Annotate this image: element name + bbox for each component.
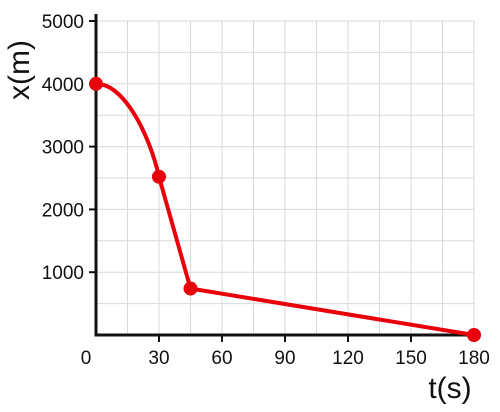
x-axis-title: t(s) (428, 372, 471, 405)
origin-label: 0 (81, 348, 92, 369)
y-tick-label: 1000 (42, 263, 84, 284)
ticks (89, 20, 475, 342)
data-point (183, 281, 198, 296)
x-tick-label: 60 (211, 348, 232, 369)
data-point (152, 169, 166, 184)
x-tick-label: 180 (458, 348, 490, 369)
y-tick-label: 3000 (42, 138, 84, 159)
x-tick-label: 30 (148, 348, 169, 369)
data-point (89, 76, 103, 91)
y-axis-title: x(m) (3, 40, 36, 100)
data-point (467, 328, 481, 342)
data-points (89, 76, 481, 342)
y-tick-label: 2000 (42, 200, 84, 221)
x-tick-label: 150 (395, 348, 427, 369)
x-tick-label: 90 (274, 348, 295, 369)
y-tick-label: 5000 (42, 12, 84, 33)
tick-labels: 1000 2000 3000 4000 5000 0 30 60 90 120 150 180 (42, 12, 490, 369)
x-tick-label: 120 (332, 348, 364, 369)
y-tick-label: 4000 (42, 75, 84, 96)
